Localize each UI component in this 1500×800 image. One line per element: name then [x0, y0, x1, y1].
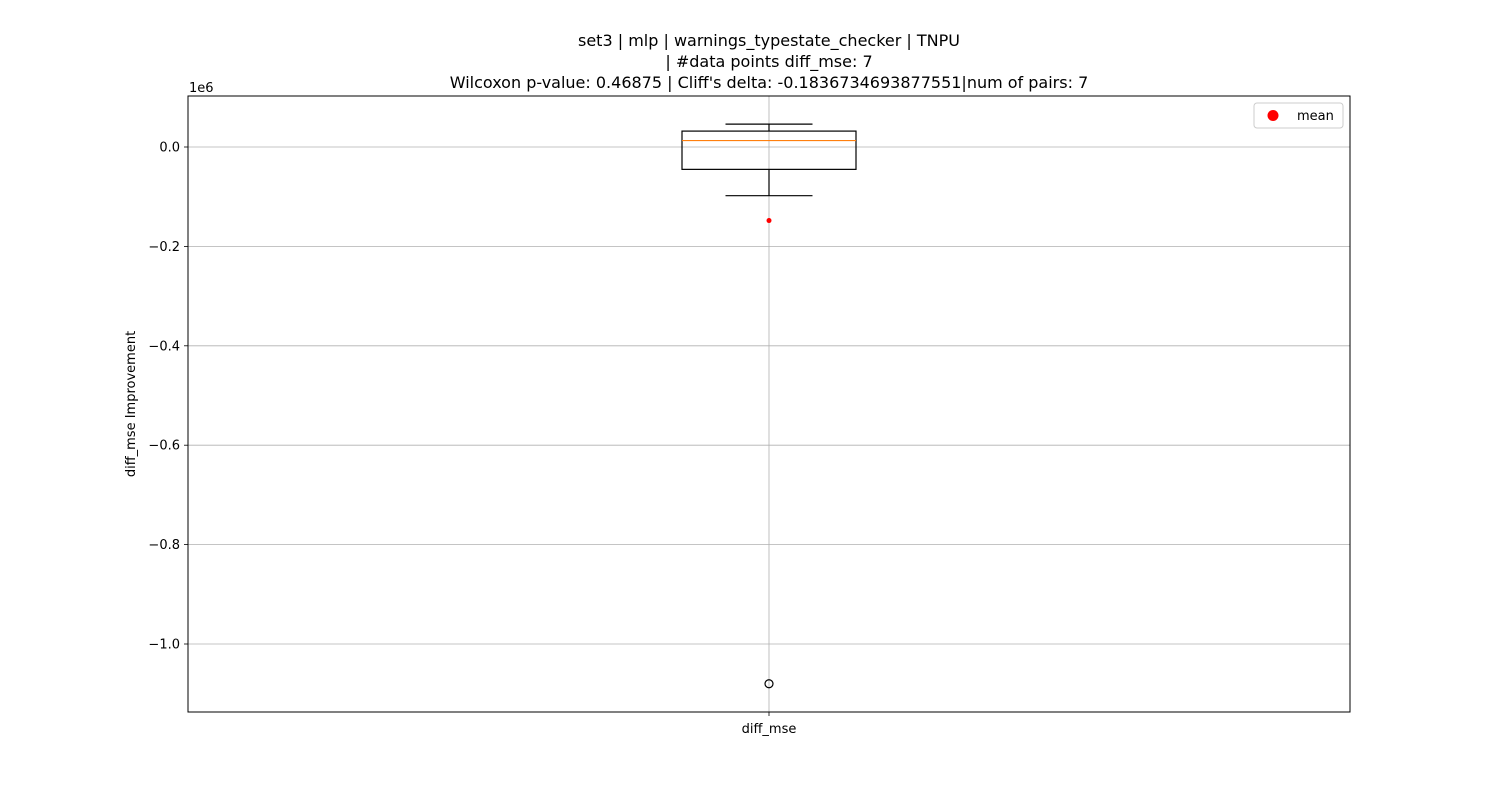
grid-layer: [188, 96, 1350, 712]
legend: mean: [1253, 102, 1344, 129]
y-offset-label: 1e6: [189, 81, 214, 96]
y-tick-label: 0.0: [159, 141, 180, 156]
plot-frame: [187, 95, 1351, 713]
tick-layer: 0.0 −0.2 −0.4 −0.6 −0.8 −1.0: [148, 141, 770, 716]
y-tick-label: −0.8: [148, 538, 180, 553]
x-tick-label: diff_mse: [742, 722, 797, 737]
y-tick-label: −0.2: [148, 240, 180, 255]
iqr-box: [681, 130, 857, 170]
chart-title-line-3: Wilcoxon p-value: 0.46875 | Cliff's delt…: [450, 73, 1089, 92]
legend-frame: [1253, 102, 1344, 129]
y-axis-label: diff_mse Improvement: [124, 331, 139, 477]
legend-mean-label: mean: [1297, 109, 1334, 124]
y-tick-label: −1.0: [148, 638, 180, 653]
y-tick-label: −0.6: [148, 439, 180, 454]
outlier-point: [764, 679, 774, 689]
mean-point: [766, 218, 772, 224]
chart-title-line-1: set3 | mlp | warnings_typestate_checker …: [578, 31, 960, 51]
box-layer: [681, 123, 857, 689]
chart-title-line-2: | #data points diff_mse: 7: [665, 52, 872, 72]
legend-mean-marker: [1267, 110, 1279, 121]
y-tick-label: −0.4: [148, 339, 180, 354]
